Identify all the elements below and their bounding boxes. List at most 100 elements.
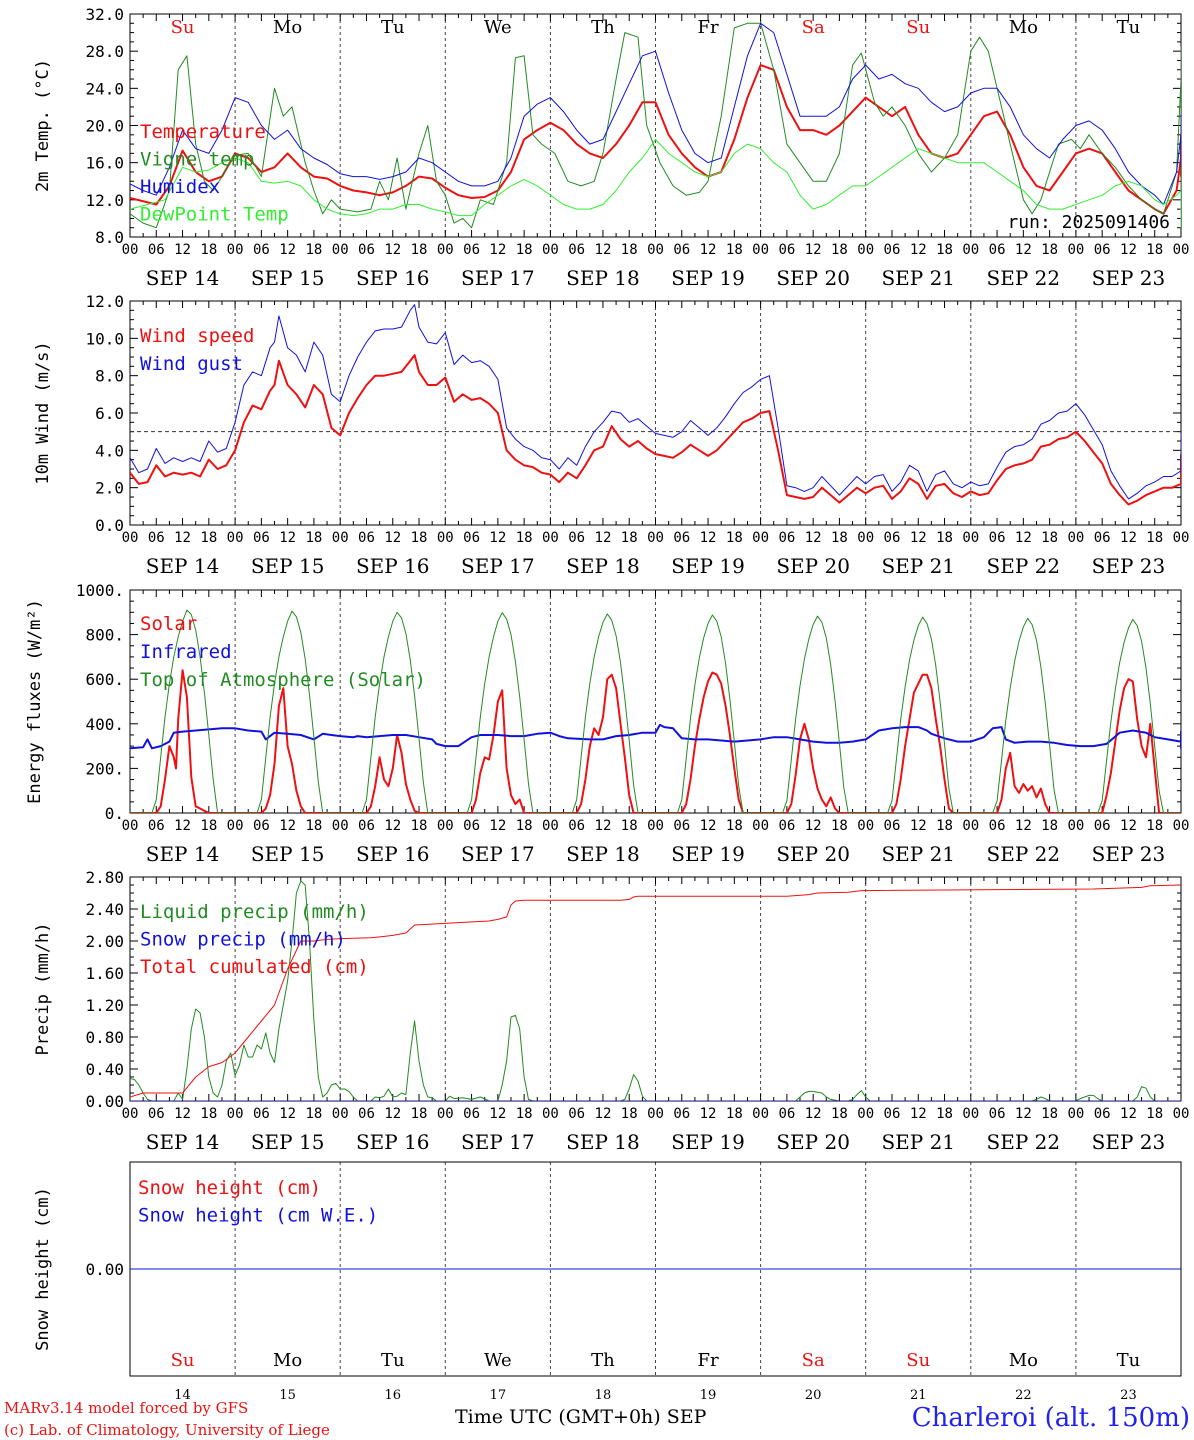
hour-tick-label: 18 <box>831 530 848 546</box>
hour-tick-label: 12 <box>910 242 927 258</box>
hour-tick-label: 00 <box>1173 242 1190 258</box>
weekday-label: Sa <box>802 17 825 38</box>
weekday-label: Tu <box>381 17 405 38</box>
snow-panel: 0.00 Snow height (cm) Snow height (cm) Snow… <box>33 1161 1182 1403</box>
weekday-label: Tu <box>1117 1350 1141 1371</box>
hour-tick-label: 18 <box>726 818 743 834</box>
hour-tick-label: 00 <box>962 242 979 258</box>
hour-tick-label: 12 <box>279 530 296 546</box>
legend-entry: Infrared <box>140 641 232 663</box>
hour-tick-label: 06 <box>568 530 585 546</box>
chart-footer: MARv3.14 model forced by GFS (c) Lab. of… <box>4 1399 1190 1439</box>
date-label: SEP 23 <box>1092 842 1166 866</box>
y-axis-title: Snow height (cm) <box>33 1187 53 1351</box>
weekday-label: Th <box>591 17 615 38</box>
hour-tick-label: 18 <box>1146 818 1163 834</box>
hour-tick-label: 06 <box>673 242 690 258</box>
day-number-label: 18 <box>595 1388 612 1403</box>
legend-entry: Solar <box>140 613 197 635</box>
hour-tick-label: 00 <box>437 1106 454 1122</box>
hour-tick-label: 06 <box>1094 1106 1111 1122</box>
model-credit-line-1: MARv3.14 model forced by GFS <box>4 1399 248 1417</box>
y-tick-label: 2.0 <box>95 479 124 498</box>
y-tick-label: 12.0 <box>85 191 124 210</box>
hour-tick-label: 18 <box>1146 530 1163 546</box>
hour-tick-label: 06 <box>358 530 375 546</box>
legend-entry: Wind speed <box>140 325 254 347</box>
legend-entry: Total cumulated (cm) <box>140 956 369 978</box>
date-label: SEP 18 <box>566 266 640 290</box>
hour-tick-label: 18 <box>305 242 322 258</box>
hour-tick-label: 18 <box>1041 242 1058 258</box>
date-label: SEP 15 <box>251 1130 325 1154</box>
hour-tick-label: 12 <box>1120 530 1137 546</box>
y-axis-title: 10m Wind (m/s) <box>33 341 53 484</box>
y-tick-label: 28.0 <box>85 42 124 61</box>
hour-tick-label: 18 <box>936 818 953 834</box>
hour-tick-label: 06 <box>884 530 901 546</box>
day-number-label: 21 <box>910 1388 927 1403</box>
hour-tick-label: 06 <box>148 1106 165 1122</box>
y-axis-title: Precip (mm/h) <box>33 922 53 1055</box>
legend-entry: Snow height (cm) <box>138 1177 321 1199</box>
y-tick-label: 0.0 <box>95 516 124 535</box>
series-line-solar <box>130 669 1181 813</box>
hour-tick-label: 06 <box>778 818 795 834</box>
plot-frame <box>129 589 1182 814</box>
hour-tick-label: 12 <box>1120 1106 1137 1122</box>
legend-entry: Humidex <box>140 176 220 198</box>
hour-tick-label: 12 <box>279 242 296 258</box>
hour-tick-label: 12 <box>174 242 191 258</box>
series-line-liquid-precip-mm-h- <box>130 880 1181 1101</box>
date-label: SEP 19 <box>671 842 745 866</box>
hour-tick-label: 06 <box>989 242 1006 258</box>
hour-tick-label: 06 <box>673 530 690 546</box>
hour-tick-label: 12 <box>805 1106 822 1122</box>
hour-tick-label: 18 <box>516 242 533 258</box>
hour-tick-label: 18 <box>936 242 953 258</box>
hour-tick-label: 00 <box>1067 1106 1084 1122</box>
date-label: SEP 23 <box>1092 266 1166 290</box>
hour-tick-label: 12 <box>595 818 612 834</box>
date-label: SEP 14 <box>146 1130 220 1154</box>
y-tick-label: 0. <box>105 804 124 823</box>
run-annotation: run: 2025091406 <box>1007 212 1170 233</box>
hour-tick-label: 00 <box>752 530 769 546</box>
hour-tick-label: 06 <box>253 242 270 258</box>
hour-tick-label: 06 <box>778 530 795 546</box>
hour-tick-label: 00 <box>647 530 664 546</box>
hour-tick-label: 18 <box>621 1106 638 1122</box>
day-number-label: 19 <box>700 1388 717 1403</box>
date-label: SEP 18 <box>566 554 640 578</box>
hour-tick-label: 12 <box>595 530 612 546</box>
hour-tick-label: 00 <box>542 530 559 546</box>
weekday-label: Su <box>906 1350 930 1371</box>
hour-tick-label: 00 <box>437 818 454 834</box>
y-tick-label: 400. <box>85 715 124 734</box>
hour-tick-label: 06 <box>253 1106 270 1122</box>
hour-tick-label: 06 <box>989 530 1006 546</box>
hour-tick-label: 00 <box>1173 818 1190 834</box>
hour-tick-label: 12 <box>384 530 401 546</box>
hour-tick-label: 12 <box>700 818 717 834</box>
legend-entry: Wind gust <box>140 353 243 375</box>
hour-tick-label: 06 <box>463 530 480 546</box>
hour-tick-label: 00 <box>332 1106 349 1122</box>
hour-tick-label: 00 <box>332 242 349 258</box>
series-line-vigne-temp <box>130 22 1181 229</box>
hour-tick-label: 00 <box>437 242 454 258</box>
hour-tick-label: 18 <box>200 818 217 834</box>
hour-tick-label: 06 <box>358 242 375 258</box>
date-label: SEP 14 <box>146 842 220 866</box>
hour-tick-label: 00 <box>752 818 769 834</box>
y-tick-label: 8.0 <box>95 228 124 247</box>
hour-tick-label: 06 <box>463 242 480 258</box>
hour-tick-label: 12 <box>910 530 927 546</box>
hour-tick-label: 00 <box>227 242 244 258</box>
hour-tick-label: 00 <box>962 530 979 546</box>
hour-tick-label: 18 <box>200 242 217 258</box>
hour-tick-label: 12 <box>489 1106 506 1122</box>
legend-entry: Top of Atmosphere (Solar) <box>140 669 426 691</box>
weekday-label: Su <box>171 17 195 38</box>
